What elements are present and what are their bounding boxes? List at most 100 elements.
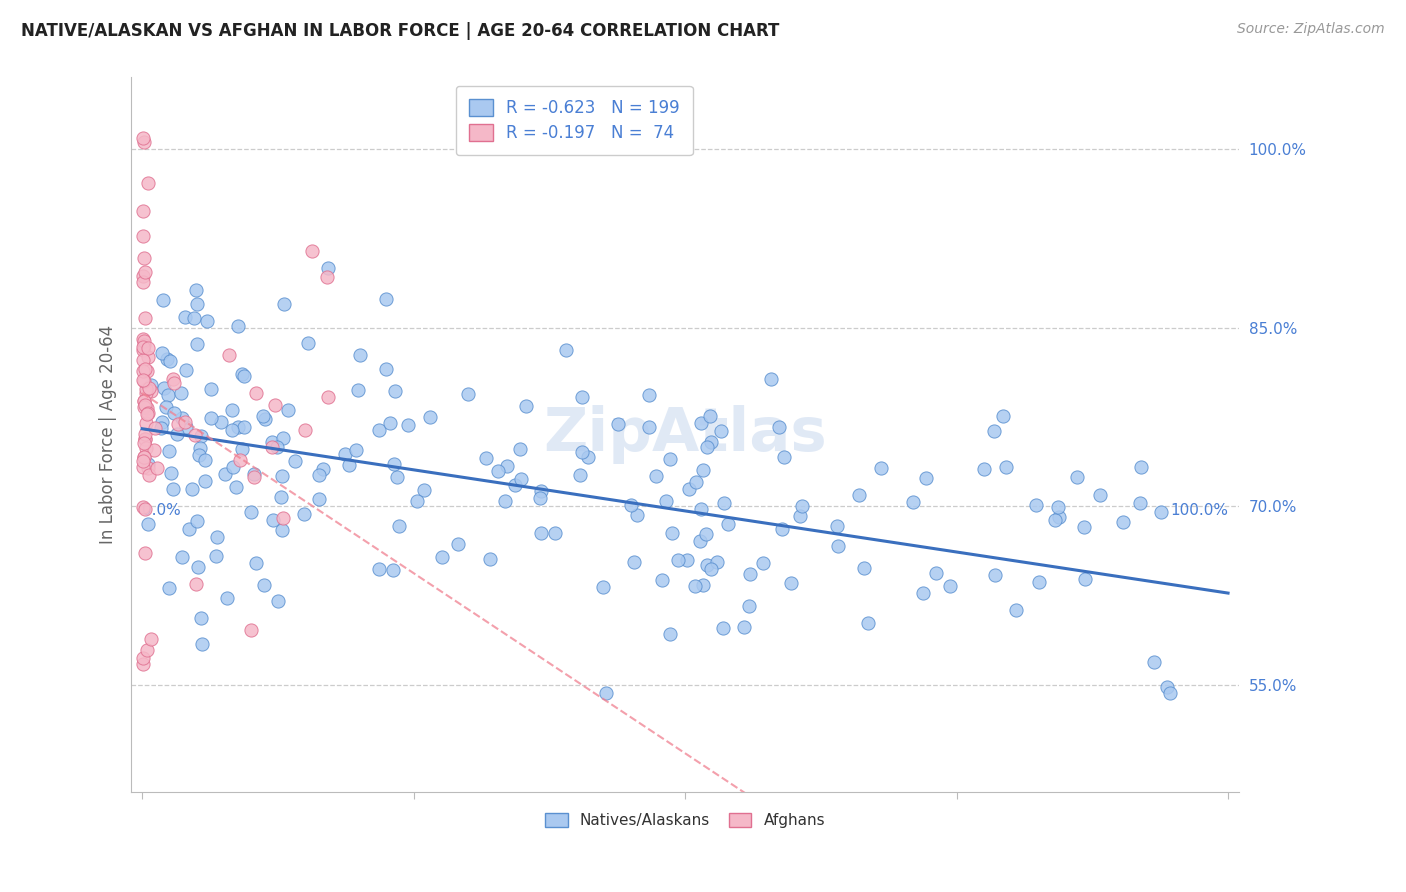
Point (1028, 575, 1050, 590)
Point (134, 265, 156, 279)
Point (315, 270, 337, 285)
Point (170, 385, 193, 400)
Point (530, 484, 553, 499)
Point (174, 420, 197, 434)
Point (134, 334, 156, 348)
Point (254, 412, 277, 426)
Point (1143, 655, 1166, 669)
Point (233, 420, 256, 434)
Point (221, 423, 243, 437)
Point (228, 453, 250, 467)
Point (139, 632, 162, 646)
Point (659, 451, 682, 466)
Point (696, 440, 718, 454)
Point (243, 470, 266, 484)
Point (139, 377, 162, 392)
Point (607, 417, 630, 431)
Text: 100.0%: 100.0% (1170, 502, 1227, 517)
Point (132, 651, 155, 665)
Point (138, 381, 160, 395)
Point (623, 555, 645, 569)
Point (571, 390, 593, 404)
Point (486, 464, 509, 478)
Point (375, 362, 398, 376)
Point (194, 453, 217, 467)
Point (592, 580, 614, 594)
Point (134, 338, 156, 352)
Point (382, 458, 405, 472)
Point (378, 416, 401, 430)
Point (853, 561, 876, 575)
Point (1043, 513, 1066, 527)
Point (385, 470, 408, 484)
Point (245, 556, 267, 570)
Point (142, 443, 165, 458)
Point (772, 450, 794, 464)
Point (347, 383, 370, 397)
Point (132, 364, 155, 378)
Point (683, 578, 706, 592)
Point (135, 416, 157, 430)
Point (494, 494, 516, 508)
Point (152, 293, 174, 307)
Point (271, 523, 294, 537)
Point (406, 494, 429, 508)
Point (146, 460, 169, 475)
Point (709, 424, 731, 438)
Point (136, 350, 159, 364)
Point (676, 552, 699, 566)
Point (132, 229, 155, 244)
Point (432, 549, 454, 564)
Point (316, 260, 339, 275)
Point (661, 525, 683, 540)
Point (699, 409, 721, 424)
Point (571, 445, 593, 459)
Point (789, 508, 811, 523)
Point (135, 441, 157, 455)
Point (388, 518, 411, 533)
Point (134, 432, 156, 446)
Point (780, 576, 803, 591)
Point (180, 482, 202, 496)
Point (138, 406, 160, 420)
Point (190, 611, 212, 625)
Point (162, 483, 184, 497)
Point (136, 342, 159, 356)
Point (132, 131, 155, 145)
Point (132, 373, 155, 387)
Point (273, 296, 295, 310)
Point (396, 417, 419, 432)
Point (167, 417, 190, 431)
Point (157, 444, 180, 458)
Point (1156, 681, 1178, 695)
Point (316, 390, 339, 404)
Point (132, 400, 155, 414)
Point (245, 385, 267, 400)
Point (135, 643, 157, 657)
Point (262, 513, 284, 527)
Point (1088, 488, 1111, 502)
Point (253, 578, 276, 592)
Point (271, 510, 294, 524)
Point (412, 483, 434, 498)
Point (737, 599, 759, 614)
Text: 0.0%: 0.0% (142, 502, 181, 517)
Point (1066, 470, 1088, 484)
Point (132, 500, 155, 514)
Point (576, 450, 599, 464)
Point (768, 419, 790, 434)
Point (260, 435, 283, 450)
Point (1074, 573, 1097, 587)
Point (655, 494, 678, 508)
Point (344, 442, 367, 457)
Point (139, 384, 162, 398)
Point (188, 441, 211, 455)
Point (150, 346, 173, 360)
Point (367, 423, 389, 437)
Point (132, 275, 155, 289)
Point (308, 492, 330, 507)
Point (700, 562, 723, 576)
Point (136, 458, 159, 472)
Point (713, 495, 735, 509)
Point (243, 467, 266, 481)
